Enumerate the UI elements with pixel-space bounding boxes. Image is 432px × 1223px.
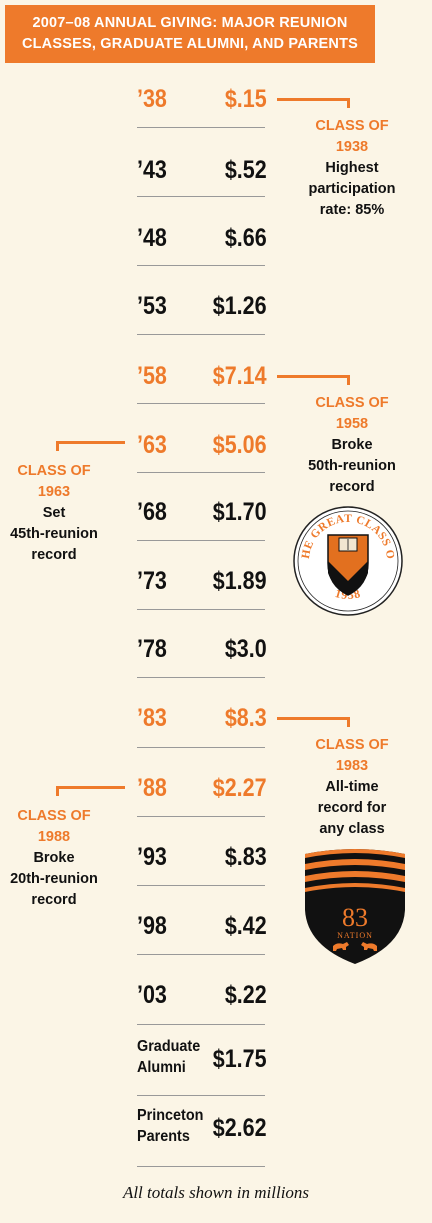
row-label: ’48 <box>137 224 167 252</box>
annotation-title: CLASS OF 1938 <box>315 118 389 155</box>
leader-line <box>347 717 350 727</box>
row-label: ’58 <box>137 362 167 390</box>
row-value: $8.3 <box>225 704 267 732</box>
row-value: $.15 <box>225 85 267 113</box>
row-label: ’38 <box>137 85 167 113</box>
row-value: $1.75 <box>213 1045 267 1073</box>
annotation-title: CLASS OF 1963 <box>17 463 91 500</box>
row-divider <box>137 747 265 748</box>
row-divider <box>137 954 265 955</box>
annotation-title: CLASS OF 1958 <box>315 395 389 432</box>
row-label: ’43 <box>137 156 167 184</box>
row-value: $.42 <box>225 912 267 940</box>
annotation-title: CLASS OF 1988 <box>17 808 91 845</box>
annotation-text: Highest participation rate: 85% <box>308 160 396 218</box>
row-label: ’68 <box>137 498 167 526</box>
leader-line <box>277 98 350 101</box>
row-divider <box>137 609 265 610</box>
row-label: Princeton Parents <box>137 1107 204 1145</box>
row-divider <box>137 1024 265 1025</box>
tiger-left-icon <box>333 942 349 951</box>
row-value: $.83 <box>225 843 267 871</box>
annotation-text: All-time record for any class <box>317 779 387 837</box>
leader-line <box>56 441 125 444</box>
annotation-38: CLASS OF 1938 Highest participation rate:… <box>300 116 404 221</box>
row-divider <box>137 127 265 128</box>
row-label: ’93 <box>137 843 167 871</box>
leader-line <box>56 441 59 451</box>
row-value: $5.06 <box>213 431 267 459</box>
annotation-text: Broke 50th-reunion record <box>308 437 396 495</box>
annotation-83: CLASS OF 1983 All-time record for any cla… <box>300 735 404 840</box>
footnote: All totals shown in millions <box>122 1183 310 1202</box>
title-banner: 2007–08 ANNUAL GIVING: MAJOR REUNION CLA… <box>5 5 375 63</box>
row-divider <box>137 677 265 678</box>
row-label: ’88 <box>137 774 167 802</box>
chart-title: 2007–08 ANNUAL GIVING: MAJOR REUNION CLA… <box>21 15 359 52</box>
row-label: ’53 <box>137 292 167 320</box>
nation-shield-emblem: 83 NATION <box>305 849 405 964</box>
tiger-right-icon <box>361 942 377 951</box>
annotation-58: CLASS OF 1958 Broke 50th-reunion record <box>300 393 404 498</box>
row-divider <box>137 1095 265 1096</box>
row-label: ’73 <box>137 567 167 595</box>
row-divider <box>137 334 265 335</box>
row-value: $1.26 <box>213 292 267 320</box>
row-divider <box>137 196 265 197</box>
row-value: $3.0 <box>225 635 267 663</box>
row-divider <box>137 265 265 266</box>
row-value: $.66 <box>225 224 267 252</box>
row-value: $.22 <box>225 981 267 1009</box>
row-label: ’83 <box>137 704 167 732</box>
row-divider <box>137 403 265 404</box>
row-divider <box>137 885 265 886</box>
annotation-text: Broke 20th-reunion record <box>10 850 98 908</box>
row-divider <box>137 540 265 541</box>
leader-line <box>277 717 350 720</box>
leader-line <box>347 375 350 385</box>
row-value: $2.27 <box>213 774 267 802</box>
row-divider <box>137 1166 265 1167</box>
annotation-text: Set 45th-reunion record <box>10 505 98 563</box>
row-divider <box>137 472 265 473</box>
leader-line <box>277 375 350 378</box>
shield-number-text: 83 <box>342 903 368 932</box>
row-label: ’03 <box>137 981 167 1009</box>
row-label: ’98 <box>137 912 167 940</box>
great-class-seal-emblem: THE GREAT CLASS OF 1958 <box>292 505 403 616</box>
row-label: Graduate Alumni <box>137 1038 201 1076</box>
row-value: $7.14 <box>213 362 267 390</box>
row-label: ’78 <box>137 635 167 663</box>
annotation-title: CLASS OF 1983 <box>315 737 389 774</box>
leader-line <box>56 786 125 789</box>
row-value: $1.89 <box>213 567 267 595</box>
row-label: ’63 <box>137 431 167 459</box>
leader-line <box>347 98 350 108</box>
row-value: $.52 <box>225 156 267 184</box>
annotation-88: CLASS OF 1988 Broke 20th-reunion record <box>2 806 106 911</box>
row-value: $2.62 <box>213 1114 267 1142</box>
shield-word-text: NATION <box>337 931 373 940</box>
annotation-63: CLASS OF 1963 Set 45th-reunion record <box>2 461 106 566</box>
leader-line <box>56 786 59 796</box>
row-divider <box>137 816 265 817</box>
row-value: $1.70 <box>213 498 267 526</box>
